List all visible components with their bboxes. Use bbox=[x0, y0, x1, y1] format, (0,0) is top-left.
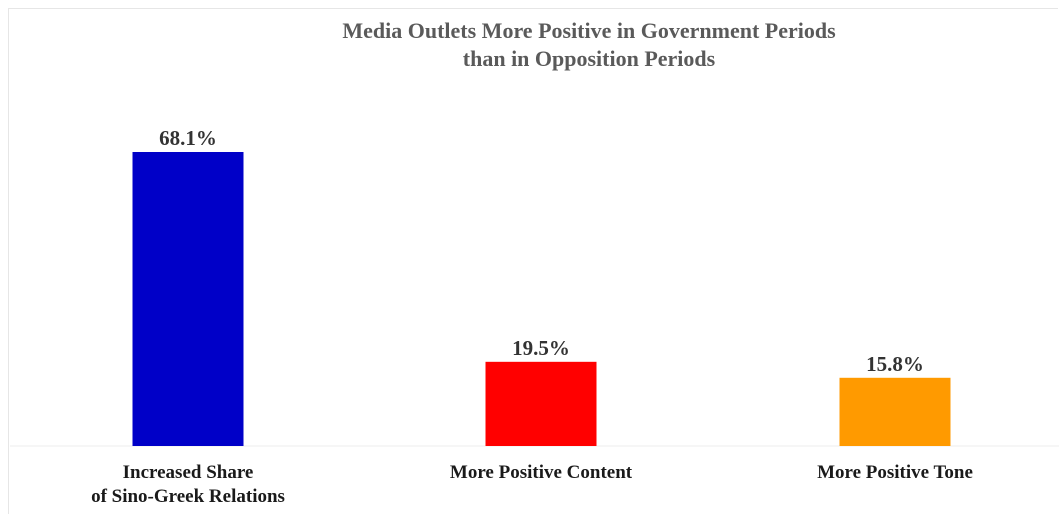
chart-title-line: Media Outlets More Positive in Governmen… bbox=[342, 18, 836, 43]
bar bbox=[839, 377, 951, 446]
bar-value-label: 15.8% bbox=[866, 352, 924, 376]
bars-group bbox=[132, 152, 951, 446]
bar bbox=[132, 152, 244, 446]
value-labels-group: 68.1% 19.5% 15.8% bbox=[159, 126, 924, 376]
chart-title-line: than in Opposition Periods bbox=[463, 46, 716, 71]
category-label: More Positive Tone bbox=[817, 462, 973, 483]
chart-title: Media Outlets More Positive in Governmen… bbox=[342, 18, 836, 71]
category-label: More Positive Content bbox=[450, 462, 633, 483]
category-labels-group: Increased Share of Sino-Greek Relations Mo… bbox=[91, 462, 973, 507]
bar bbox=[485, 361, 597, 446]
category-label: Increased Share bbox=[123, 462, 254, 483]
bar-value-label: 68.1% bbox=[159, 126, 217, 150]
bar-value-label: 19.5% bbox=[512, 336, 570, 360]
category-label: of Sino-Greek Relations bbox=[91, 486, 285, 507]
